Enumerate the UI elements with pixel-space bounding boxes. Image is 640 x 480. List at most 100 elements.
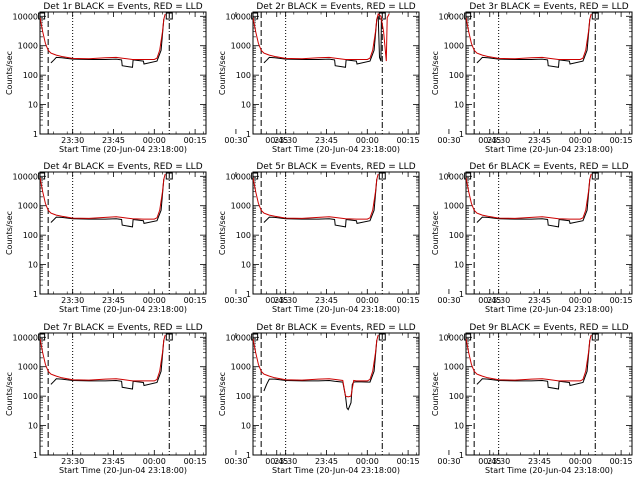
- y-tick-label: 1: [33, 130, 38, 139]
- y-tick-label: 1: [459, 130, 464, 139]
- y-tick-label: 1: [459, 451, 464, 460]
- y-axis-label: Counts/sec: [218, 372, 227, 416]
- x-axis-label: Start Time (20-Jun-04 23:18:00): [272, 145, 400, 154]
- x-tick-label: 00:15: [184, 296, 207, 305]
- x-tick-label: 23:30: [487, 136, 510, 145]
- y-tick-label: 100: [23, 392, 38, 401]
- y-tick-label: 100: [449, 392, 464, 401]
- y-tick-label: 10: [28, 261, 38, 270]
- lld-series-line: [466, 173, 592, 220]
- panel-6: Det 6r BLACK = Events, RED = LLD 1 10 100 10…: [431, 162, 633, 314]
- events-series-line: [263, 179, 378, 228]
- x-tick-label: 00:30: [437, 296, 460, 305]
- x-tick-label: 00:30: [437, 457, 460, 466]
- y-tick-label: 1: [459, 290, 464, 299]
- x-tick-label: 00:15: [610, 457, 633, 466]
- x-axis-label: Start Time (20-Jun-04 23:18:00): [59, 305, 187, 314]
- x-tick-label: 00:15: [397, 136, 420, 145]
- x-tick-label: 23:45: [528, 457, 551, 466]
- chart-title: Det 6r BLACK = Events, RED = LLD: [469, 162, 628, 172]
- x-tick-label: 00:45: [478, 136, 501, 145]
- chart-title: Det 9r BLACK = Events, RED = LLD: [469, 323, 628, 333]
- lld-series-line: [40, 13, 166, 60]
- y-tick-label: 1000: [231, 42, 251, 51]
- x-tick-label: 23:45: [315, 296, 338, 305]
- y-tick-label: 100: [23, 231, 38, 240]
- x-tick-label: 00:30: [437, 136, 460, 145]
- y-axis-label: Counts/sec: [5, 211, 14, 255]
- plot-frame: [465, 171, 633, 295]
- plot-frame: [39, 171, 207, 295]
- x-tick-label: 23:45: [315, 457, 338, 466]
- range-marker: [378, 333, 386, 341]
- x-tick-label: 23:30: [61, 136, 84, 145]
- x-tick-label: 23:45: [528, 296, 551, 305]
- x-axis-label: Start Time (20-Jun-04 23:18:00): [485, 466, 613, 475]
- x-tick-label: 00:00: [356, 136, 379, 145]
- y-tick-label: 10: [454, 261, 464, 270]
- panel-3: Det 3r BLACK = Events, RED = LLD 1 10 100 10…: [431, 2, 633, 154]
- y-tick-label: 1000: [18, 42, 38, 51]
- range-marker: [251, 12, 259, 20]
- range-marker: [464, 333, 472, 341]
- x-tick-label: 23:30: [487, 457, 510, 466]
- y-tick-label: 1: [246, 451, 251, 460]
- x-tick-label: 23:30: [61, 457, 84, 466]
- plot-frame: [465, 332, 633, 456]
- x-tick-label: 00:00: [356, 296, 379, 305]
- x-axis-label: Start Time (20-Jun-04 23:18:00): [272, 305, 400, 314]
- y-tick-label: 1000: [231, 202, 251, 211]
- x-axis-label: Start Time (20-Jun-04 23:18:00): [485, 145, 613, 154]
- x-tick-label: 00:45: [265, 136, 288, 145]
- range-marker: [38, 12, 46, 20]
- x-tick-label: 00:00: [569, 136, 592, 145]
- chart-title: Det 4r BLACK = Events, RED = LLD: [43, 162, 202, 172]
- panel-1: Det 1r BLACK = Events, RED = LLD11010010…: [5, 2, 288, 154]
- events-series-line: [476, 340, 591, 390]
- y-tick-label: 10: [241, 101, 251, 110]
- x-tick-label: 00:00: [569, 296, 592, 305]
- x-tick-label: 23:45: [315, 136, 338, 145]
- y-tick-label: 1000: [231, 363, 251, 372]
- range-marker: [464, 12, 472, 20]
- y-tick-label: 10000: [13, 333, 38, 342]
- lld-series-line: [40, 173, 166, 220]
- range-marker: [165, 172, 173, 180]
- x-tick-label: 00:15: [397, 296, 420, 305]
- range-marker: [38, 333, 46, 341]
- x-tick-label: 23:30: [61, 296, 84, 305]
- y-tick-label: 10000: [226, 333, 251, 342]
- range-marker: [251, 333, 259, 341]
- range-marker: [165, 333, 173, 341]
- x-tick-label: 23:30: [487, 296, 510, 305]
- y-tick-label: 10000: [226, 12, 251, 21]
- events-series-line: [50, 340, 165, 390]
- panel-7: Det 7r BLACK = Events, RED = LLD11010010…: [5, 323, 288, 475]
- x-tick-label: 00:45: [265, 457, 288, 466]
- y-axis-label: Counts/sec: [5, 372, 14, 416]
- y-axis-label: Counts/sec: [431, 372, 440, 416]
- lld-series-line: [466, 13, 592, 60]
- x-tick-label: 00:00: [356, 457, 379, 466]
- x-tick-label: 23:45: [102, 136, 125, 145]
- y-tick-label: 10000: [13, 172, 38, 181]
- plot-frame: [39, 332, 207, 456]
- x-tick-label: 23:30: [274, 296, 297, 305]
- x-tick-label: 00:15: [184, 136, 207, 145]
- y-axis-label: Counts/sec: [431, 211, 440, 255]
- lld-series-line: [40, 334, 166, 382]
- x-tick-label: 23:45: [102, 457, 125, 466]
- y-tick-label: 1000: [18, 363, 38, 372]
- x-tick-label: 00:00: [143, 457, 166, 466]
- y-tick-label: 10: [454, 422, 464, 431]
- x-tick-label: 00:15: [184, 457, 207, 466]
- y-tick-label: 10: [241, 422, 251, 431]
- chart-title: Det 2r BLACK = Events, RED = LLD: [256, 2, 415, 12]
- range-marker: [378, 12, 386, 20]
- x-tick-label: 00:45: [478, 457, 501, 466]
- plot-frame: [252, 332, 420, 456]
- lld-series-line: [253, 173, 379, 220]
- x-tick-label: 23:45: [528, 136, 551, 145]
- y-tick-label: 10: [454, 101, 464, 110]
- x-tick-label: 00:30: [224, 457, 247, 466]
